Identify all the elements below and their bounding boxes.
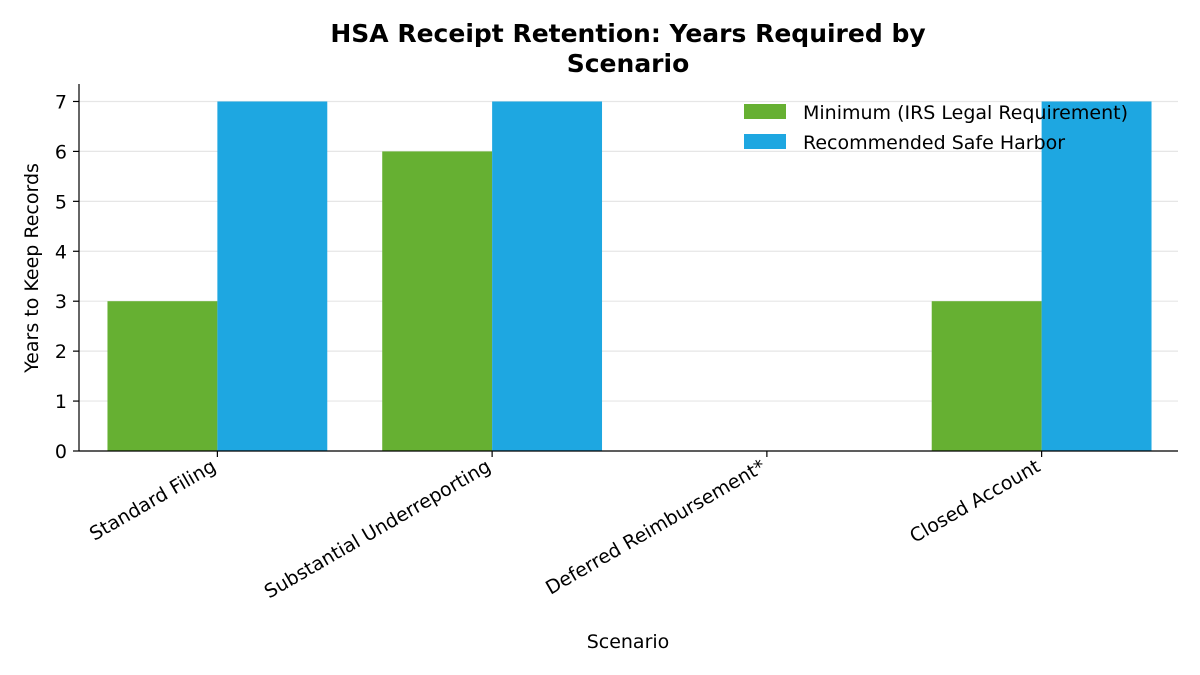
legend-label: Recommended Safe Harbor (803, 132, 1065, 154)
y-tick-label: 1 (55, 391, 67, 413)
chart-title-line-2: Scenario (567, 49, 690, 78)
legend-swatch (744, 134, 786, 149)
y-axis-label: Years to Keep Records (21, 163, 43, 374)
bar-minimum (382, 151, 493, 452)
y-tick-label: 2 (55, 341, 67, 363)
legend-swatch (744, 104, 786, 119)
legend: Minimum (IRS Legal Requirement) Recommend… (744, 102, 1128, 154)
x-tick-label: Deferred Reimbursement* (542, 455, 769, 599)
x-ticks: Standard Filing Substantial Underreportin… (86, 451, 1044, 603)
bars (107, 101, 1152, 452)
bar-recommended (217, 101, 328, 451)
y-ticks: 0 1 2 3 4 5 6 7 (55, 91, 79, 463)
y-tick-label: 5 (55, 191, 67, 213)
bar-recommended (492, 101, 603, 451)
bar-recommended (1041, 101, 1152, 451)
x-tick-label: Standard Filing (86, 455, 220, 545)
x-tick-label: Closed Account (906, 455, 1044, 547)
chart-title-line-1: HSA Receipt Retention: Years Required by (330, 19, 925, 48)
y-tick-label: 3 (55, 291, 67, 313)
y-tick-label: 4 (55, 241, 67, 263)
x-axis-label: Scenario (587, 631, 670, 653)
y-tick-label: 6 (55, 141, 67, 163)
x-tick-label: Substantial Underreporting (261, 455, 495, 603)
bar-minimum (107, 301, 218, 451)
y-tick-label: 7 (55, 91, 67, 113)
y-tick-label: 0 (55, 441, 67, 463)
legend-label: Minimum (IRS Legal Requirement) (803, 102, 1128, 124)
bar-minimum (931, 301, 1042, 451)
